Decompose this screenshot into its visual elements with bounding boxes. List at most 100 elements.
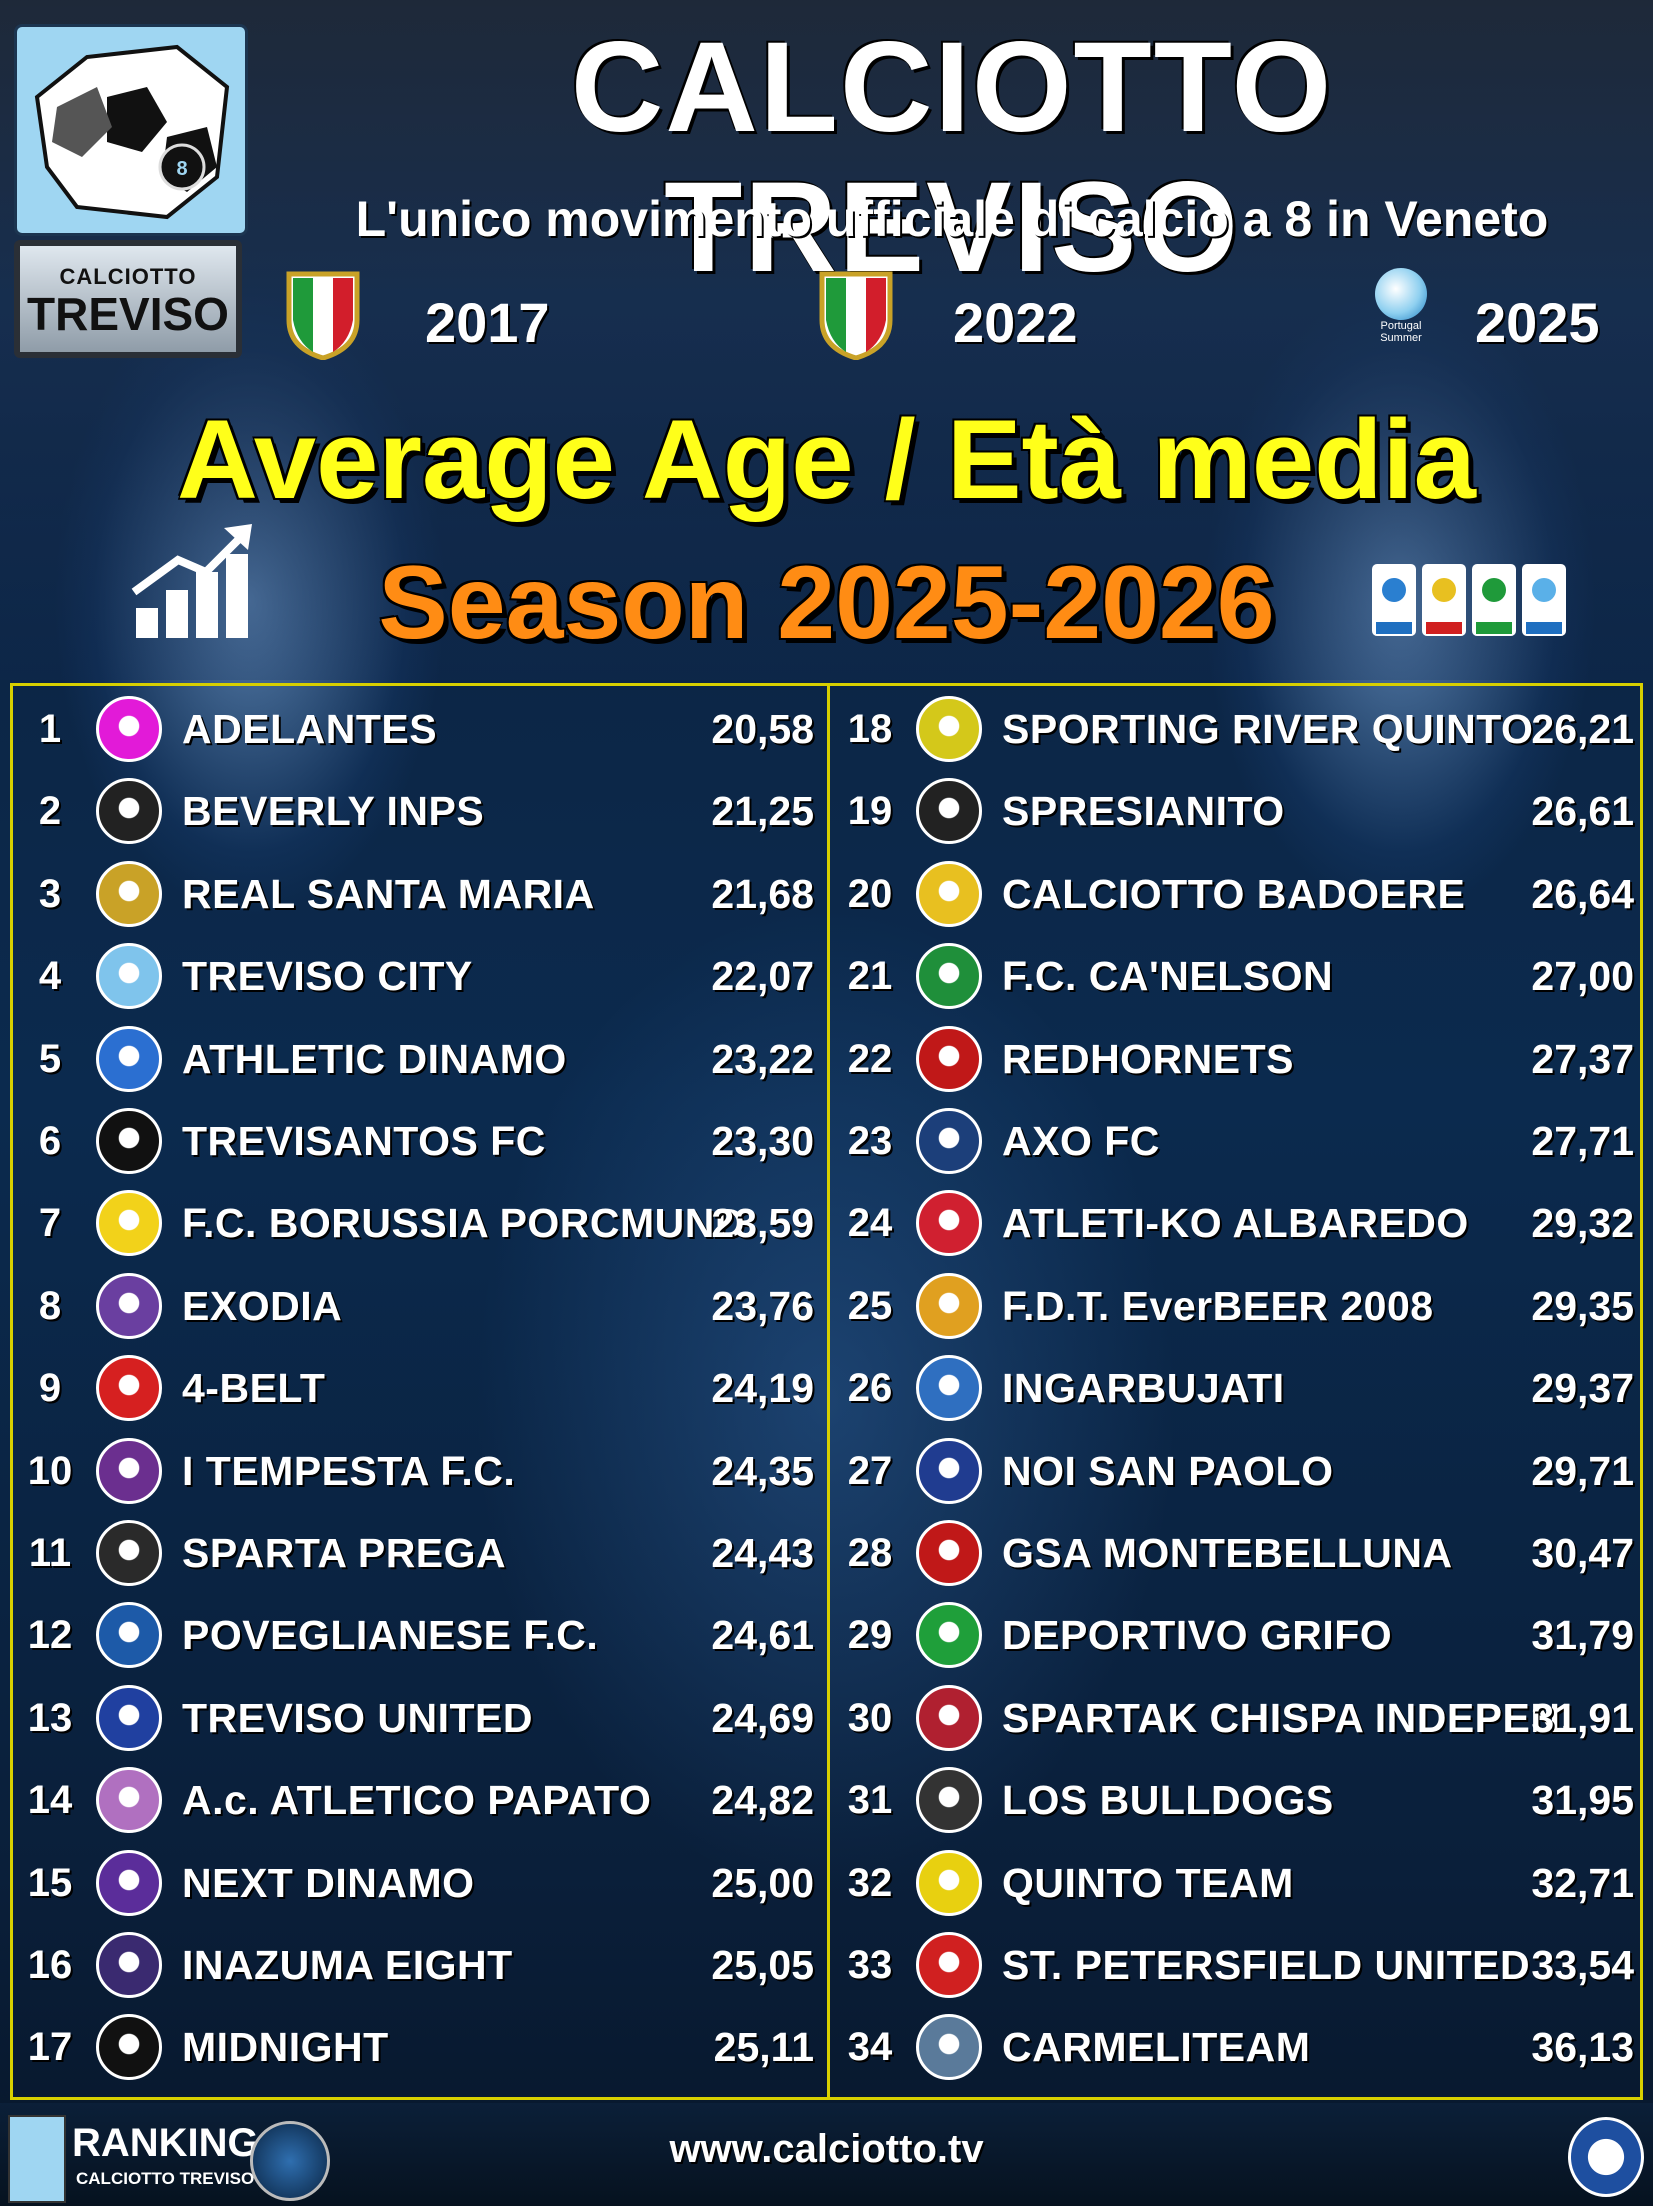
team-crest-icon: [916, 1932, 982, 1998]
team-row: 25 F.D.T. EverBEER 2008 29,35: [834, 1265, 1634, 1347]
team-row: 21 F.C. CA'NELSON 27,00: [834, 935, 1634, 1017]
team-rank: 9: [38, 1366, 62, 1411]
team-name: CARMELITEAM: [1002, 2024, 1311, 2071]
team-crest-icon: [96, 1684, 162, 1751]
team-rank: 1: [38, 707, 62, 751]
team-crest-icon: [916, 1602, 982, 1669]
portugal-summer-cup-logo: Portugal Summer: [1366, 268, 1436, 358]
ranking-label: RANKING: [72, 2121, 259, 2165]
team-rank: 15: [27, 1860, 73, 1905]
season-title: Season 2025-2026: [378, 545, 1275, 661]
team-rank: 12: [27, 1613, 73, 1658]
team-crest-icon: [916, 1025, 982, 1092]
footer: RANKING CALCIOTTO TREVISO www.calciotto.…: [0, 2103, 1653, 2206]
ranking-table: [10, 683, 1643, 2100]
team-average-age: 30,47: [1531, 1530, 1634, 1576]
team-name: DEPORTIVO GRIFO: [1002, 1612, 1393, 1659]
website-link[interactable]: www.calciotto.tv: [669, 2127, 984, 2171]
team-rank: 32: [847, 1860, 893, 1905]
team-name: INGARBUJATI: [1002, 1365, 1285, 1412]
calciotto-logo-map: 8: [14, 24, 248, 236]
team-rank: 23: [847, 1119, 893, 1163]
team-crest-icon: [916, 1190, 982, 1257]
team-rank: 21: [847, 954, 893, 999]
team-row: 8 EXODIA 23,76: [14, 1265, 814, 1347]
team-average-age: 24,43: [711, 1530, 814, 1576]
team-row: 12 POVEGLIANESE F.C. 24,61: [14, 1594, 814, 1676]
team-row: 20 CALCIOTTO BADOERE 26,64: [834, 853, 1634, 935]
team-crest-icon: [916, 1767, 982, 1834]
team-name: TREVISO UNITED: [182, 1694, 533, 1741]
team-crest-icon: [96, 1932, 162, 1998]
team-crest-icon: [96, 1437, 162, 1504]
team-name: SPARTA PREGA: [182, 1530, 507, 1576]
team-row: 26 INGARBUJATI 29,37: [834, 1347, 1634, 1429]
team-crest-icon: [96, 2014, 162, 2081]
team-row: 31 LOS BULLDOGS 31,95: [834, 1759, 1634, 1841]
team-average-age: 29,32: [1531, 1200, 1634, 1247]
team-average-age: 24,35: [711, 1447, 814, 1494]
team-rank: 6: [38, 1119, 62, 1163]
team-name: CALCIOTTO BADOERE: [1002, 870, 1466, 917]
team-average-age: 29,71: [1531, 1447, 1634, 1494]
team-row: 18 SPORTING RIVER QUINTO 26,21: [834, 688, 1634, 770]
team-row: 29 DEPORTIVO GRIFO 31,79: [834, 1594, 1634, 1676]
team-crest-icon: [96, 860, 162, 927]
team-average-age: 27,00: [1531, 953, 1634, 1000]
team-name: NOI SAN PAOLO: [1002, 1447, 1334, 1494]
team-name: BEVERLY INPS: [182, 788, 485, 835]
team-crest-icon: [916, 1520, 982, 1586]
team-row: 5 ATHLETIC DINAMO 23,22: [14, 1018, 814, 1100]
team-row: 16 INAZUMA EIGHT 25,05: [14, 1924, 814, 2006]
team-rank: 25: [847, 1283, 893, 1328]
team-rank: 20: [847, 871, 893, 916]
team-row: 15 NEXT DINAMO 25,00: [14, 1842, 814, 1924]
column-divider: [827, 683, 830, 2100]
italy-shield-icon: [819, 271, 893, 360]
team-row: 19 SPRESIANITO 26,61: [834, 770, 1634, 852]
team-average-age: 22,07: [711, 953, 814, 1000]
team-crest-icon: [96, 1190, 162, 1257]
northern-league-logo: [250, 2121, 330, 2201]
team-crest-icon: [96, 1355, 162, 1422]
team-row: 34 CARMELITEAM 36,13: [834, 2006, 1634, 2088]
svg-text:8: 8: [176, 158, 187, 180]
team-crest-icon: [916, 696, 982, 762]
team-rank: 16: [27, 1943, 73, 1987]
team-crest-icon: [96, 1108, 162, 1174]
calciotto-small-logo: [8, 2115, 66, 2203]
soccer-ball-icon: 8: [34, 44, 230, 220]
team-rank: 31: [847, 1778, 893, 1823]
team-rank: 33: [847, 1943, 893, 1987]
team-average-age: 25,05: [711, 1942, 814, 1988]
team-rank: 28: [847, 1531, 893, 1575]
team-average-age: 32,71: [1531, 1859, 1634, 1906]
team-name: F.C. CA'NELSON: [1002, 953, 1334, 1000]
league-badges-icon: [1372, 564, 1566, 636]
team-crest-icon: [96, 1602, 162, 1669]
team-crest-icon: [916, 1684, 982, 1751]
logo-top-label: CALCIOTTO: [59, 264, 197, 289]
team-average-age: 21,25: [711, 788, 814, 835]
team-crest-icon: [916, 778, 982, 845]
team-name: QUINTO TEAM: [1002, 1859, 1294, 1906]
team-row: 1 ADELANTES 20,58: [14, 688, 814, 770]
team-crest-icon: [916, 2014, 982, 2081]
team-crest-icon: [916, 1437, 982, 1504]
year-2025: 2025: [1475, 291, 1600, 354]
team-average-age: 23,22: [711, 1035, 814, 1082]
team-row: 4 TREVISO CITY 22,07: [14, 935, 814, 1017]
team-row: 17 MIDNIGHT 25,11: [14, 2006, 814, 2088]
team-name: ATHLETIC DINAMO: [182, 1035, 567, 1082]
team-average-age: 27,37: [1531, 1035, 1634, 1082]
team-name: I TEMPESTA F.C.: [182, 1447, 516, 1494]
lega-calcio-8-logo: [1568, 2117, 1644, 2197]
team-rank: 18: [847, 707, 893, 751]
team-rank: 19: [847, 789, 893, 834]
year-2017: 2017: [425, 291, 550, 354]
team-name: GSA MONTEBELLUNA: [1002, 1530, 1453, 1576]
team-name: ST. PETERSFIELD UNITED: [1002, 1942, 1531, 1988]
team-name: ADELANTES: [182, 706, 438, 752]
team-average-age: 31,79: [1531, 1612, 1634, 1659]
